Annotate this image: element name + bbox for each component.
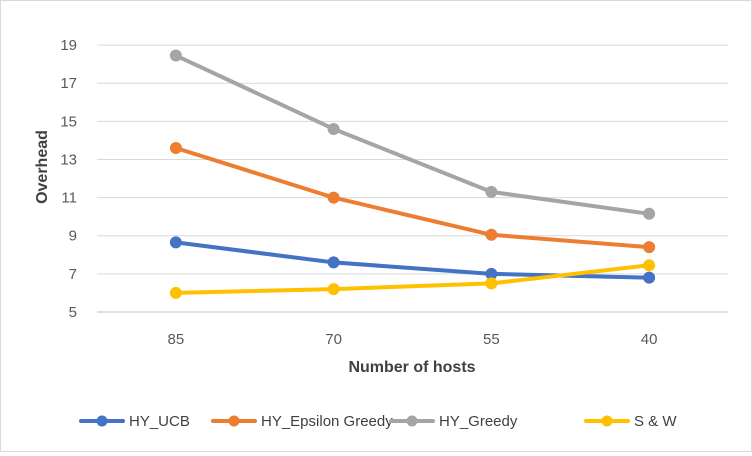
x-axis-title: Number of hosts [348, 359, 475, 376]
legend-marker [228, 415, 240, 427]
y-axis-title: Overhead [34, 130, 51, 204]
data-point [327, 256, 340, 269]
data-point [169, 142, 182, 155]
legend-marker [601, 415, 613, 427]
series-line [173, 263, 652, 295]
y-tick-label: 17 [60, 75, 77, 92]
y-axis-ticks: 5 7 9 11 13 15 17 19 [60, 37, 77, 321]
data-point [169, 49, 182, 62]
y-tick-label: 13 [60, 151, 77, 168]
series-line [173, 146, 652, 250]
series-hy-greedy [169, 49, 656, 220]
x-tick-label: 70 [325, 331, 342, 348]
data-point [169, 236, 182, 249]
data-point [327, 191, 340, 204]
series-hy-epsilon-greedy [169, 142, 656, 254]
data-point [327, 122, 340, 135]
data-point [643, 207, 656, 220]
series-s-w [169, 259, 656, 299]
legend-item: S & W [584, 413, 677, 430]
legend-label: HY_Epsilon Greedy [261, 413, 393, 430]
y-tick-label: 15 [60, 113, 77, 130]
y-tick-label: 19 [60, 37, 77, 54]
x-axis-ticks: 85 70 55 40 [168, 331, 658, 348]
legend-item: HY_Epsilon Greedy [211, 413, 393, 430]
data-point [485, 228, 498, 241]
data-point [643, 271, 656, 284]
data-point [169, 286, 182, 299]
legend-item: HY_UCB [79, 413, 190, 430]
legend: HY_UCB HY_Epsilon Greedy HY_Greedy S & W [79, 413, 677, 430]
series-line [173, 53, 652, 216]
legend-item: HY_Greedy [389, 413, 518, 430]
x-tick-label: 40 [641, 331, 658, 348]
data-point [643, 241, 656, 254]
legend-marker [406, 415, 418, 427]
y-tick-label: 11 [61, 190, 77, 207]
data-point [485, 185, 498, 198]
legend-label: HY_Greedy [439, 413, 518, 430]
y-tick-label: 7 [69, 266, 77, 283]
data-point [485, 277, 498, 290]
x-tick-label: 55 [483, 331, 500, 348]
y-tick-label: 5 [69, 304, 77, 321]
legend-label: HY_UCB [129, 413, 190, 430]
legend-marker [96, 415, 108, 427]
gridlines [97, 44, 728, 313]
legend-label: S & W [634, 413, 677, 430]
data-point [643, 259, 656, 272]
y-tick-label: 9 [69, 228, 77, 245]
x-tick-label: 85 [168, 331, 185, 348]
series-lines [169, 49, 656, 299]
data-point [327, 283, 340, 296]
